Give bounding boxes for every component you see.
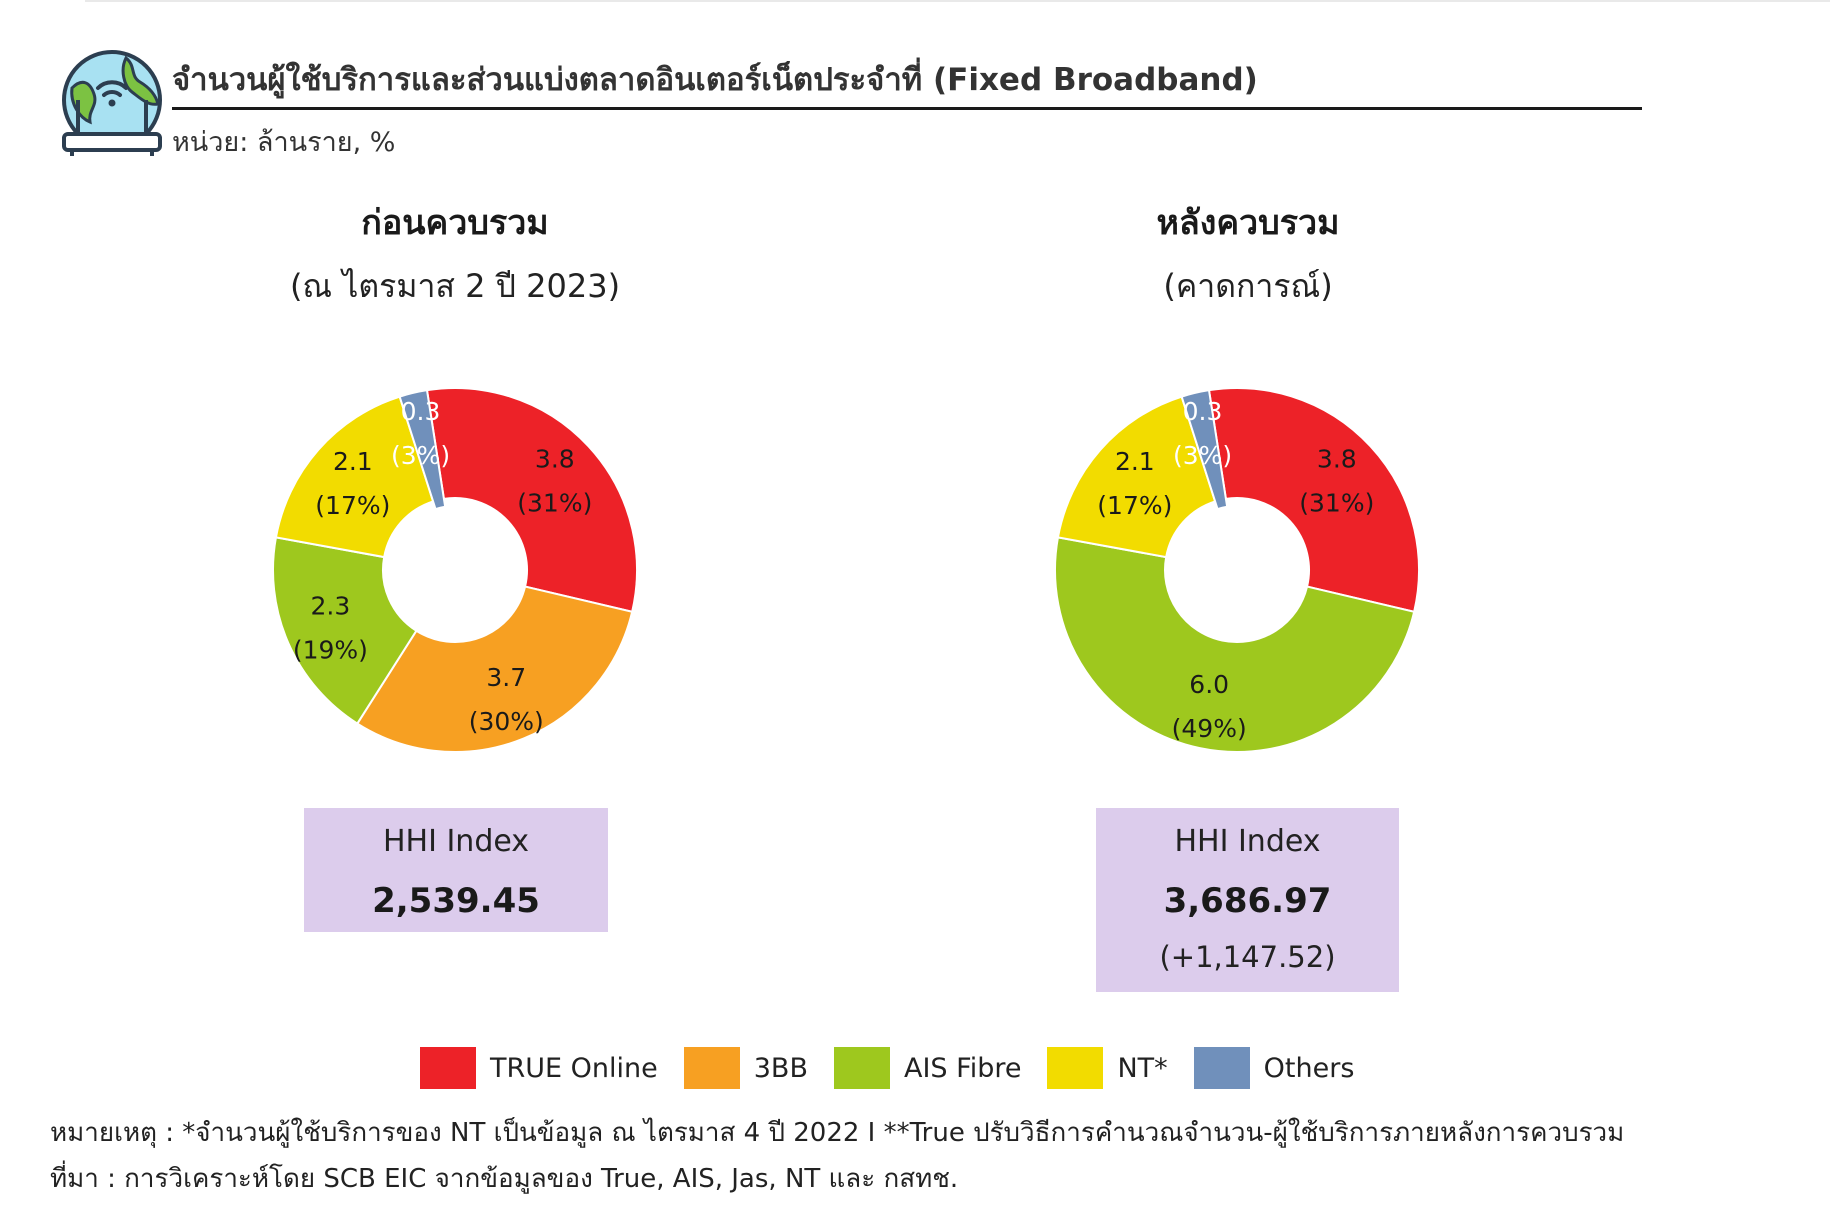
panel-after-title: หลังควบรวม bbox=[1156, 203, 1340, 243]
globe-wifi-router-icon bbox=[62, 50, 162, 156]
legend-label: 3BB bbox=[753, 1052, 808, 1084]
hhi-before-value: 2,539.45 bbox=[372, 881, 540, 921]
slice-percent-label: (31%) bbox=[517, 489, 592, 518]
slice-value-label: 2.1 bbox=[333, 447, 373, 476]
panel-before-title: ก่อนควบรวม bbox=[361, 203, 549, 243]
legend-swatch bbox=[1193, 1047, 1250, 1089]
slice-percent-label: (19%) bbox=[293, 635, 368, 664]
legend-swatch bbox=[833, 1047, 890, 1089]
legend-item-true-online: TRUE Online bbox=[420, 1047, 658, 1089]
slice-percent-label: (31%) bbox=[1299, 489, 1374, 518]
donut-slice-3bb bbox=[355, 585, 634, 753]
legend-label: AIS Fibre bbox=[903, 1052, 1022, 1084]
panel-after-subtitle: (คาดการณ์) bbox=[1163, 267, 1333, 305]
legend-item-ais-fibre: AIS Fibre bbox=[833, 1047, 1022, 1089]
top-rule bbox=[85, 0, 1830, 2]
footnote-remark: หมายเหตุ : *จำนวนผู้ใช้บริการของ NT เป็น… bbox=[50, 1118, 1625, 1148]
donut-slice-others bbox=[398, 389, 447, 511]
donut-chart-before: 3.8 (31%) 3.7 (30%) 2.3 (19%) 2.1 (17%) 0.3 (3%) bbox=[272, 387, 638, 753]
unit-label: หน่วย: ล้านราย, % bbox=[172, 127, 396, 158]
legend-swatch bbox=[420, 1047, 476, 1089]
hhi-after-value: 3,686.97 bbox=[1163, 881, 1332, 921]
legend-label: TRUE Online bbox=[490, 1052, 658, 1084]
slice-percent-label: (30%) bbox=[469, 707, 544, 736]
slice-value-label: 2.1 bbox=[1115, 447, 1155, 476]
slice-percent-label: (3%) bbox=[391, 441, 450, 470]
hhi-after-title: HHI Index bbox=[1174, 824, 1321, 859]
slice-value-label: 3.7 bbox=[486, 663, 526, 692]
legend-swatch bbox=[683, 1047, 740, 1089]
legend-item-nt: NT* bbox=[1047, 1047, 1168, 1089]
slice-percent-label: (49%) bbox=[1172, 714, 1247, 743]
chart-title: จำนวนผู้ใช้บริการและส่วนแบ่งตลาดอินเตอร์… bbox=[172, 62, 1258, 98]
donut-slice-others bbox=[1180, 389, 1229, 511]
legend-label: NT* bbox=[1117, 1052, 1168, 1084]
donut-chart-after: 3.8 (31%) 6.0 (49%) 2.1 (17%) 0.3 (3%) bbox=[1054, 387, 1420, 753]
footnote-source: ที่มา : การวิเคราะห์โดย SCB EIC จากข้อมู… bbox=[50, 1164, 959, 1194]
slice-value-label: 0.3 bbox=[401, 397, 441, 426]
donut-slice-ais-fibre bbox=[272, 536, 418, 725]
hhi-before-title: HHI Index bbox=[382, 824, 530, 859]
hhi-after-change: (+1,147.52) bbox=[1159, 940, 1336, 974]
panel-before-subtitle: (ณ ไตรมาส 2 ปี 2023) bbox=[289, 267, 621, 305]
legend-item-others: Others bbox=[1193, 1047, 1355, 1089]
slice-percent-label: (17%) bbox=[1097, 491, 1172, 520]
title-rule bbox=[172, 107, 1642, 110]
legend-swatch bbox=[1047, 1047, 1104, 1089]
hhi-box-before: HHI Index 2,539.45 bbox=[304, 808, 608, 932]
legend-item-3bb: 3BB bbox=[683, 1047, 808, 1089]
panel-after-header: หลังควบรวม (คาดการณ์) bbox=[968, 198, 1528, 310]
donut-slice-true-online bbox=[425, 387, 638, 614]
chart-legend: TRUE Online 3BB AIS Fibre NT* Others bbox=[420, 1046, 1380, 1090]
donut-slice-ais-fibre bbox=[1054, 536, 1416, 753]
hhi-box-after: HHI Index 3,686.97 (+1,147.52) bbox=[1096, 808, 1399, 992]
panel-before-header: ก่อนควบรวม (ณ ไตรมาส 2 ปี 2023) bbox=[175, 198, 735, 310]
donut-slice-true-online bbox=[1207, 387, 1420, 614]
slice-percent-label: (3%) bbox=[1173, 441, 1232, 470]
donut-slice-nt bbox=[1056, 395, 1217, 559]
slice-value-label: 6.0 bbox=[1189, 670, 1229, 699]
legend-label: Others bbox=[1263, 1052, 1355, 1084]
slice-value-label: 0.3 bbox=[1183, 397, 1223, 426]
slice-value-label: 3.8 bbox=[1317, 445, 1357, 474]
slice-value-label: 2.3 bbox=[310, 591, 350, 620]
slice-value-label: 3.8 bbox=[535, 445, 575, 474]
slice-percent-label: (17%) bbox=[315, 491, 390, 520]
donut-slice-nt bbox=[274, 395, 435, 559]
